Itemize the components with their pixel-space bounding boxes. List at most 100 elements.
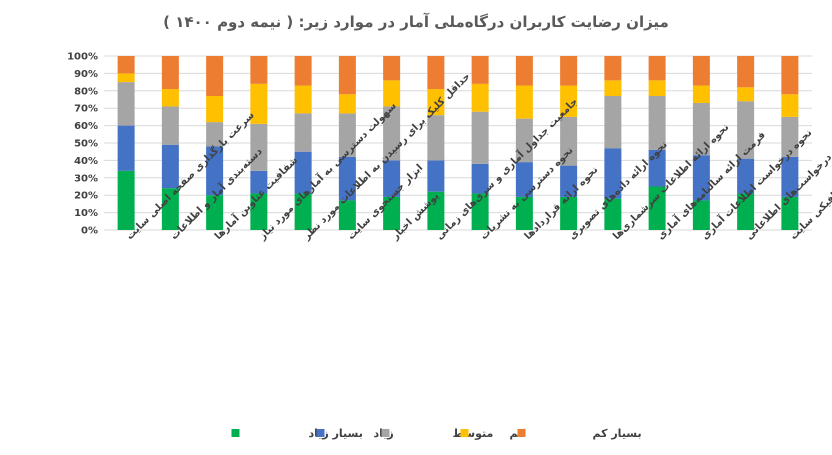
bar-segment — [294, 56, 312, 86]
bar-segment — [250, 83, 268, 124]
bar-segment — [338, 94, 356, 114]
bar-segment — [560, 116, 578, 166]
bar-segment — [737, 158, 755, 194]
bar-segment — [648, 149, 666, 187]
bar-segment — [117, 82, 135, 126]
bar-segment — [648, 96, 666, 150]
bar-segment — [648, 80, 666, 97]
y-tick-label: 40% — [74, 156, 98, 167]
bar-segment — [781, 116, 799, 157]
bar-segment — [338, 56, 356, 95]
y-tick-label: 30% — [74, 173, 98, 184]
bar-segment — [117, 125, 135, 171]
legend-item: بسیار کم — [517, 427, 642, 440]
bar-segment — [604, 56, 622, 81]
bar-segment — [383, 160, 401, 197]
bar-segment — [560, 196, 578, 230]
bar-segment — [471, 193, 489, 230]
bar-segment — [692, 85, 710, 103]
bar-segment — [471, 111, 489, 164]
legend-swatch — [381, 429, 390, 437]
bar-segment — [161, 144, 179, 189]
bar-segment — [383, 196, 401, 230]
chart-title: میزان رضایت کاربران درگاه‌ملی آمار در مو… — [163, 13, 669, 31]
legend-swatch — [517, 429, 526, 437]
bar-segment — [560, 165, 578, 197]
bar-segment — [648, 56, 666, 81]
bar-segment — [781, 196, 799, 230]
bar-segment — [206, 146, 224, 196]
bar-segment — [692, 155, 710, 201]
legend-swatch — [460, 429, 469, 437]
bar-segment — [161, 56, 179, 90]
bar-segment — [737, 193, 755, 230]
bar-segment — [515, 85, 533, 119]
legend-swatch — [231, 429, 240, 437]
bar-segment — [427, 89, 445, 116]
bar-segment — [294, 151, 312, 194]
bar-segment — [781, 56, 799, 95]
bar-segment — [338, 113, 356, 157]
y-tick-label: 60% — [74, 121, 98, 132]
bar-segment — [294, 85, 312, 114]
bar-segment — [383, 80, 401, 107]
bar-segment — [117, 170, 135, 230]
bar-segment — [648, 186, 666, 230]
bar-segment — [250, 193, 268, 230]
y-tick-label: 0% — [81, 226, 98, 237]
bar-segment — [206, 195, 224, 230]
legend-label: متوسط — [453, 427, 494, 440]
bar-segment — [250, 56, 268, 84]
y-tick-label: 100% — [67, 52, 98, 63]
bar-segment — [383, 106, 401, 161]
bar-segment — [604, 198, 622, 230]
bar-segment — [560, 56, 578, 86]
bar-segment — [206, 56, 224, 97]
bar-segment — [604, 148, 622, 199]
y-tick-label: 80% — [74, 86, 98, 97]
bar-segment — [427, 160, 445, 192]
bar-segment — [338, 156, 356, 201]
y-tick-label: 50% — [74, 139, 98, 150]
legend-swatch — [316, 429, 325, 437]
bar-segment — [427, 115, 445, 161]
legend: بسیار زیادزیادمتوسطکمبسیار کم — [231, 427, 642, 440]
y-tick-label: 90% — [74, 69, 98, 80]
bar-segment — [427, 56, 445, 90]
bar-segment — [515, 118, 533, 163]
bar-segment — [117, 73, 135, 83]
y-tick-label: 70% — [74, 104, 98, 115]
legend-item: بسیار زیاد — [231, 427, 363, 440]
bar-segment — [515, 196, 533, 230]
bar-segment — [560, 85, 578, 117]
bar-segment — [471, 83, 489, 112]
legend-label: بسیار کم — [593, 427, 642, 440]
bar-segment — [692, 102, 710, 156]
y-tick-label: 20% — [74, 191, 98, 202]
bar-segment — [781, 156, 799, 197]
bar-segment — [737, 56, 755, 88]
bar-segment — [250, 123, 268, 171]
bar-segment — [737, 87, 755, 102]
bar-segment — [250, 170, 268, 194]
bar-segment — [471, 163, 489, 194]
bar-segment — [294, 113, 312, 152]
bar-segment — [692, 200, 710, 230]
bar-segment — [515, 56, 533, 86]
bar-segment — [427, 191, 445, 230]
bar-segment — [161, 106, 179, 145]
bar-segment — [206, 96, 224, 123]
legend-item: متوسط — [381, 427, 494, 440]
bar-segment — [161, 188, 179, 230]
bar-segment — [206, 122, 224, 147]
bar-segment — [781, 94, 799, 117]
bar-segment — [338, 200, 356, 230]
bar-segment — [692, 56, 710, 86]
bar-segment — [383, 56, 401, 81]
y-axis: 0% 10% 20% 30% 40% 50% 60% 70% 80% 90% 100% — [67, 52, 98, 237]
y-tick-label: 10% — [74, 208, 98, 219]
bar-segment — [117, 56, 135, 74]
bar-segment — [515, 162, 533, 197]
bar-segment — [604, 96, 622, 149]
